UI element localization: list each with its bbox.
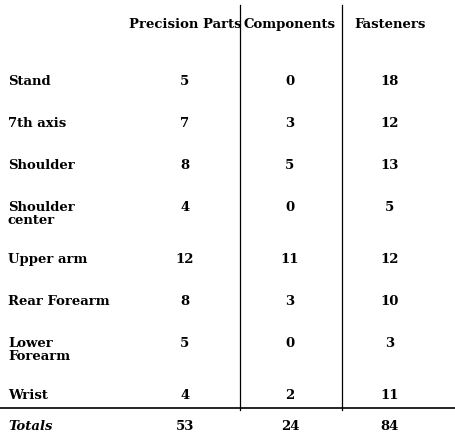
Text: Precision Parts: Precision Parts bbox=[128, 18, 241, 31]
Text: Fasteners: Fasteners bbox=[354, 18, 425, 31]
Text: 3: 3 bbox=[384, 337, 394, 350]
Text: 4: 4 bbox=[180, 201, 189, 214]
Text: 2: 2 bbox=[285, 389, 294, 402]
Text: 0: 0 bbox=[285, 337, 294, 350]
Text: 3: 3 bbox=[285, 295, 294, 308]
Text: 5: 5 bbox=[285, 159, 294, 172]
Text: 13: 13 bbox=[380, 159, 398, 172]
Text: 12: 12 bbox=[380, 117, 399, 130]
Text: 10: 10 bbox=[380, 295, 398, 308]
Text: 84: 84 bbox=[380, 420, 398, 433]
Text: 4: 4 bbox=[180, 389, 189, 402]
Text: Totals: Totals bbox=[8, 420, 52, 433]
Text: 5: 5 bbox=[180, 337, 189, 350]
Text: 7: 7 bbox=[180, 117, 189, 130]
Text: 11: 11 bbox=[280, 253, 298, 266]
Text: 3: 3 bbox=[285, 117, 294, 130]
Text: center: center bbox=[8, 214, 55, 227]
Text: 53: 53 bbox=[176, 420, 194, 433]
Text: Wrist: Wrist bbox=[8, 389, 48, 402]
Text: Shoulder: Shoulder bbox=[8, 201, 75, 214]
Text: 12: 12 bbox=[380, 253, 399, 266]
Text: Lower: Lower bbox=[8, 337, 53, 350]
Text: 0: 0 bbox=[285, 201, 294, 214]
Text: 0: 0 bbox=[285, 75, 294, 88]
Text: 5: 5 bbox=[180, 75, 189, 88]
Text: 7th axis: 7th axis bbox=[8, 117, 66, 130]
Text: 24: 24 bbox=[280, 420, 298, 433]
Text: 8: 8 bbox=[180, 159, 189, 172]
Text: 12: 12 bbox=[175, 253, 194, 266]
Text: 11: 11 bbox=[380, 389, 399, 402]
Text: 18: 18 bbox=[380, 75, 398, 88]
Text: Rear Forearm: Rear Forearm bbox=[8, 295, 109, 308]
Text: Stand: Stand bbox=[8, 75, 51, 88]
Text: Shoulder: Shoulder bbox=[8, 159, 75, 172]
Text: 8: 8 bbox=[180, 295, 189, 308]
Text: 5: 5 bbox=[384, 201, 394, 214]
Text: Forearm: Forearm bbox=[8, 350, 70, 363]
Text: Components: Components bbox=[243, 18, 335, 31]
Text: Upper arm: Upper arm bbox=[8, 253, 87, 266]
